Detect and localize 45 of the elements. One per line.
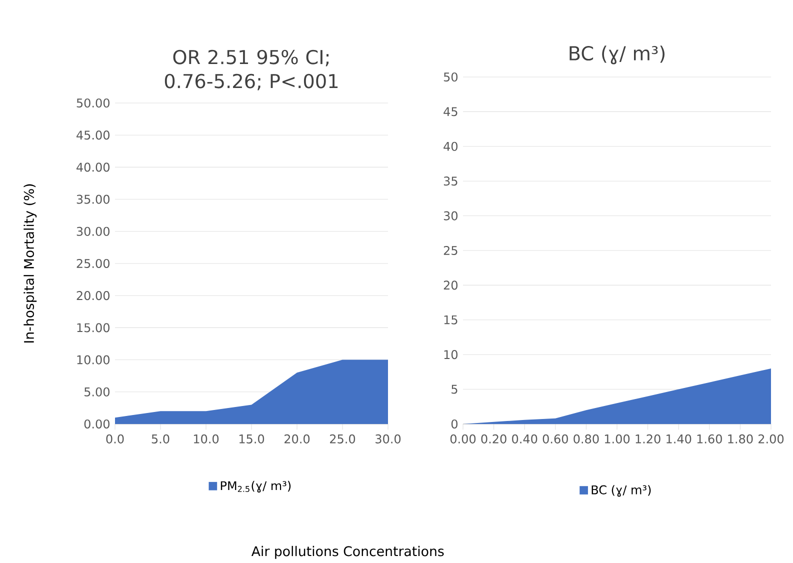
y-tick-label: 45	[444, 107, 458, 116]
y-tick-label: 15.00	[77, 323, 110, 332]
y-tick-label: 30.00	[76, 226, 110, 236]
y-tick-label: 25.00	[76, 258, 110, 268]
legend-label: PM$_{2.5}$(ɣ/ m³)	[220, 480, 291, 493]
x-tick-label: 5.0	[152, 434, 170, 444]
y-tick-label: 50	[444, 72, 458, 82]
x-tick-label: 1.80	[728, 434, 753, 444]
x-tick-label: 1.00	[604, 434, 630, 444]
x-tick-label: 1.20	[636, 434, 660, 444]
chart-title: OR 2.51 95% CI; 0.76-5.26; P<.001	[164, 50, 338, 90]
x-tick-label: 1.40	[666, 434, 692, 444]
y-tick-label: 40.00	[76, 162, 110, 172]
x-axis-title: Air pollutions Concentrations	[251, 546, 444, 559]
x-tick-label: 0.40	[512, 434, 538, 444]
x-tick-label: 15.0	[239, 434, 264, 444]
x-tick-label: 10.0	[194, 434, 219, 444]
y-tick-label: 0	[451, 419, 458, 429]
x-tick-label: 1.60	[697, 434, 722, 444]
x-tick-label: 2.00	[758, 434, 784, 444]
y-axis-title: In-hospital Mortality (%)	[24, 184, 37, 342]
y-tick-label: 25	[444, 246, 458, 256]
y-tick-label: 5	[452, 384, 458, 394]
y-tick-label: 10.00	[77, 355, 110, 364]
y-tick-label: 35	[444, 176, 458, 186]
y-tick-label: 20.00	[76, 291, 110, 300]
y-tick-label: 50.00	[76, 98, 110, 108]
x-tick-label: 0.60	[542, 434, 568, 444]
x-tick-label: 0.0	[106, 434, 124, 444]
legend-label: BC (ɣ/ m³)	[592, 485, 651, 497]
chart-title: BC (ɣ/ m³)	[570, 46, 665, 64]
y-tick-label: 40	[444, 142, 458, 151]
y-tick-label: 5.00	[84, 387, 110, 396]
x-tick-label: 20.0	[284, 434, 310, 444]
x-tick-label: 30.0	[376, 434, 401, 444]
y-tick-label: 35.00	[76, 194, 110, 204]
x-tick-label: 0.20	[481, 434, 506, 444]
y-tick-label: 0.00	[84, 419, 110, 429]
y-tick-label: 45.00	[76, 130, 110, 140]
x-tick-label: 0.80	[574, 434, 599, 444]
x-tick-label: 25.0	[330, 434, 356, 444]
y-tick-label: 20	[444, 280, 458, 290]
y-tick-label: 30	[444, 211, 458, 220]
y-tick-label: 10	[444, 350, 458, 360]
y-tick-label: 15	[444, 315, 458, 324]
